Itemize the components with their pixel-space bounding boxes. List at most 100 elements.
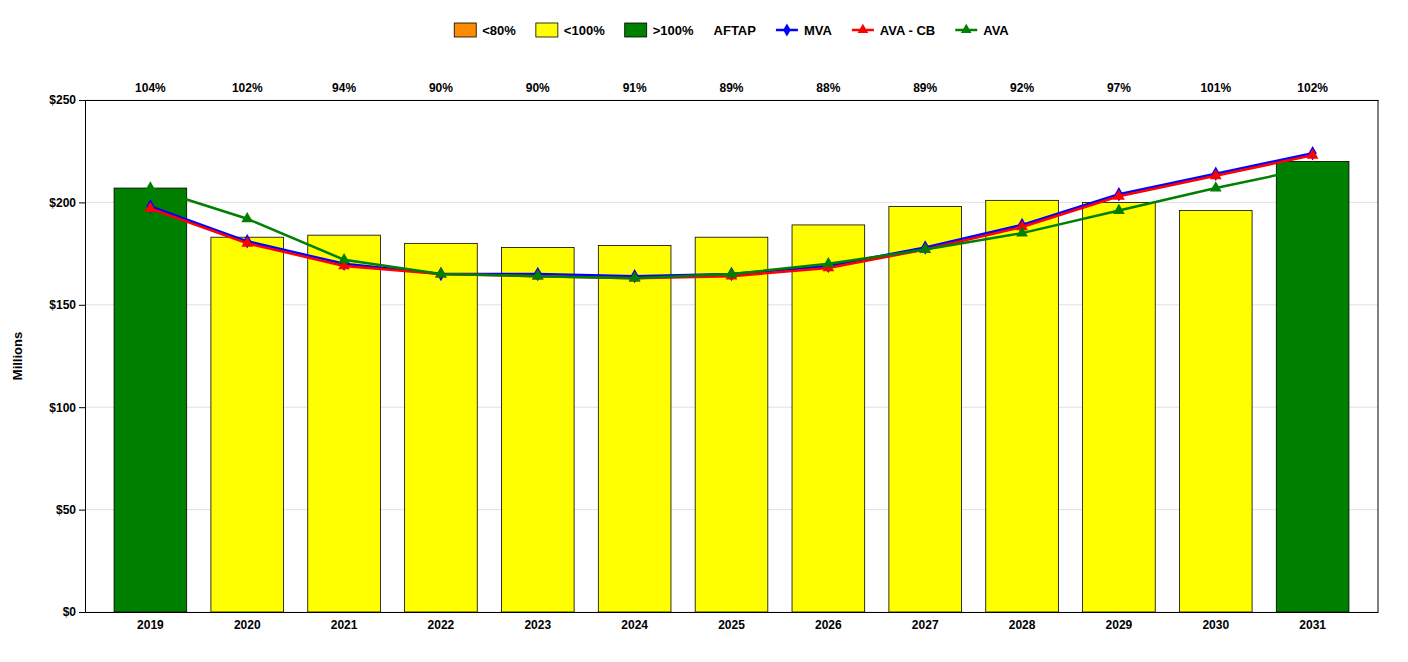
tick: 90%	[429, 81, 453, 95]
marker	[241, 237, 253, 247]
tick-label: $100	[49, 401, 76, 415]
marker	[532, 269, 544, 279]
marker	[1307, 161, 1319, 171]
tick-label: $250	[49, 93, 76, 107]
marker	[435, 267, 447, 277]
tick-label: 2024	[621, 618, 648, 632]
legend-label: AVA - CB	[880, 23, 935, 38]
grid	[85, 100, 1378, 612]
tick: 102%	[1297, 81, 1328, 95]
tick-label: $200	[49, 196, 76, 210]
tick-label: 2022	[428, 618, 455, 632]
tick: 90%	[526, 81, 550, 95]
line	[150, 155, 1312, 278]
top-axis: 104% 102% 94% 90% 90% 91% 89% 88% 89% 92% 97% 101% 1…	[86, 81, 1379, 101]
legend-item: AVA	[955, 23, 1009, 38]
marker	[629, 271, 641, 281]
legend-item: AFTAP	[714, 23, 757, 38]
tick: 89%	[719, 81, 743, 95]
top-label: 104%	[135, 81, 166, 95]
tick: 2030	[1202, 618, 1229, 632]
tick: 2029	[1106, 618, 1133, 632]
tick: 94%	[332, 81, 356, 95]
line-series	[144, 149, 1318, 282]
marker	[726, 267, 738, 277]
line-series	[144, 161, 1318, 282]
top-label: 91%	[623, 81, 647, 95]
bar	[986, 200, 1059, 612]
top-label: 89%	[913, 81, 937, 95]
legend-item: AVA - CB	[852, 23, 935, 38]
tick-mark	[79, 407, 85, 408]
legend-marker	[783, 23, 791, 36]
axis-title: Millions	[10, 332, 25, 380]
bar	[501, 247, 574, 612]
tick: 89%	[913, 81, 937, 95]
marker	[144, 202, 156, 212]
top-label: 90%	[429, 81, 453, 95]
legend-label: MVA	[804, 23, 833, 38]
tick: $100	[49, 401, 85, 415]
line	[150, 153, 1312, 276]
tick-mark	[79, 510, 85, 511]
top-label: 94%	[332, 81, 356, 95]
chart: $0 $50 $100 $150 $200 $250 2019 2020 2021 2022 202…	[0, 0, 1408, 662]
y-axis: $0 $50 $100 $150 $200 $250	[49, 93, 85, 619]
bar	[598, 245, 671, 612]
top-label: 101%	[1200, 81, 1231, 95]
tick: 2027	[912, 618, 939, 632]
top-label: 88%	[816, 81, 840, 95]
tick-label: 2019	[137, 618, 164, 632]
marker	[629, 271, 641, 281]
legend-item: MVA	[776, 23, 833, 38]
tick: 97%	[1107, 81, 1131, 95]
legend-label: AFTAP	[714, 23, 757, 38]
axis-line	[79, 101, 86, 613]
top-label: 102%	[1297, 81, 1328, 95]
top-label: 102%	[232, 81, 263, 95]
legend-marker	[961, 24, 972, 33]
line	[150, 168, 1312, 279]
x-axis: 2019202020212022202320242025202620272028…	[86, 613, 1379, 632]
top-label: 92%	[1010, 81, 1034, 95]
top-label: 90%	[526, 81, 550, 95]
tick: $150	[49, 298, 85, 312]
tick: 91%	[623, 81, 647, 95]
marker	[1210, 169, 1222, 179]
bar	[1179, 211, 1252, 612]
tick: $50	[56, 503, 85, 517]
tick-label: 2031	[1299, 618, 1326, 632]
bar	[1083, 202, 1156, 612]
marker	[1113, 204, 1125, 214]
tick: 102%	[232, 81, 263, 95]
marker	[1307, 149, 1319, 159]
marker	[822, 257, 834, 267]
tick: $0	[63, 605, 85, 619]
tick-mark	[79, 305, 85, 306]
legend: <80%<100%>100%AFTAPMVAAVA - CBAVA	[454, 23, 1009, 38]
legend-swatch	[625, 23, 647, 37]
marker	[1210, 181, 1222, 191]
tick-label: $150	[49, 298, 76, 312]
top-label: 89%	[719, 81, 743, 95]
marker	[532, 269, 544, 279]
tick: 2021	[331, 618, 358, 632]
marks	[114, 146, 1349, 612]
marker	[919, 243, 931, 253]
bar	[114, 188, 187, 612]
line-series	[146, 146, 1317, 283]
tick: 2020	[234, 618, 261, 632]
tick-label: 2020	[234, 618, 261, 632]
bar-series	[114, 161, 1349, 612]
tick-label: 2023	[524, 618, 551, 632]
tick-label: 2021	[331, 618, 358, 632]
bar	[308, 235, 381, 612]
tick-mark	[79, 612, 85, 613]
plot: $0 $50 $100 $150 $200 $250 2019 2020 2021 2022 202…	[49, 81, 1378, 632]
bar	[695, 237, 768, 612]
marker	[241, 212, 253, 222]
legend-swatch	[454, 23, 476, 37]
tick: 101%	[1200, 81, 1231, 95]
tick-label: 2027	[912, 618, 939, 632]
tick: 2024	[621, 618, 648, 632]
